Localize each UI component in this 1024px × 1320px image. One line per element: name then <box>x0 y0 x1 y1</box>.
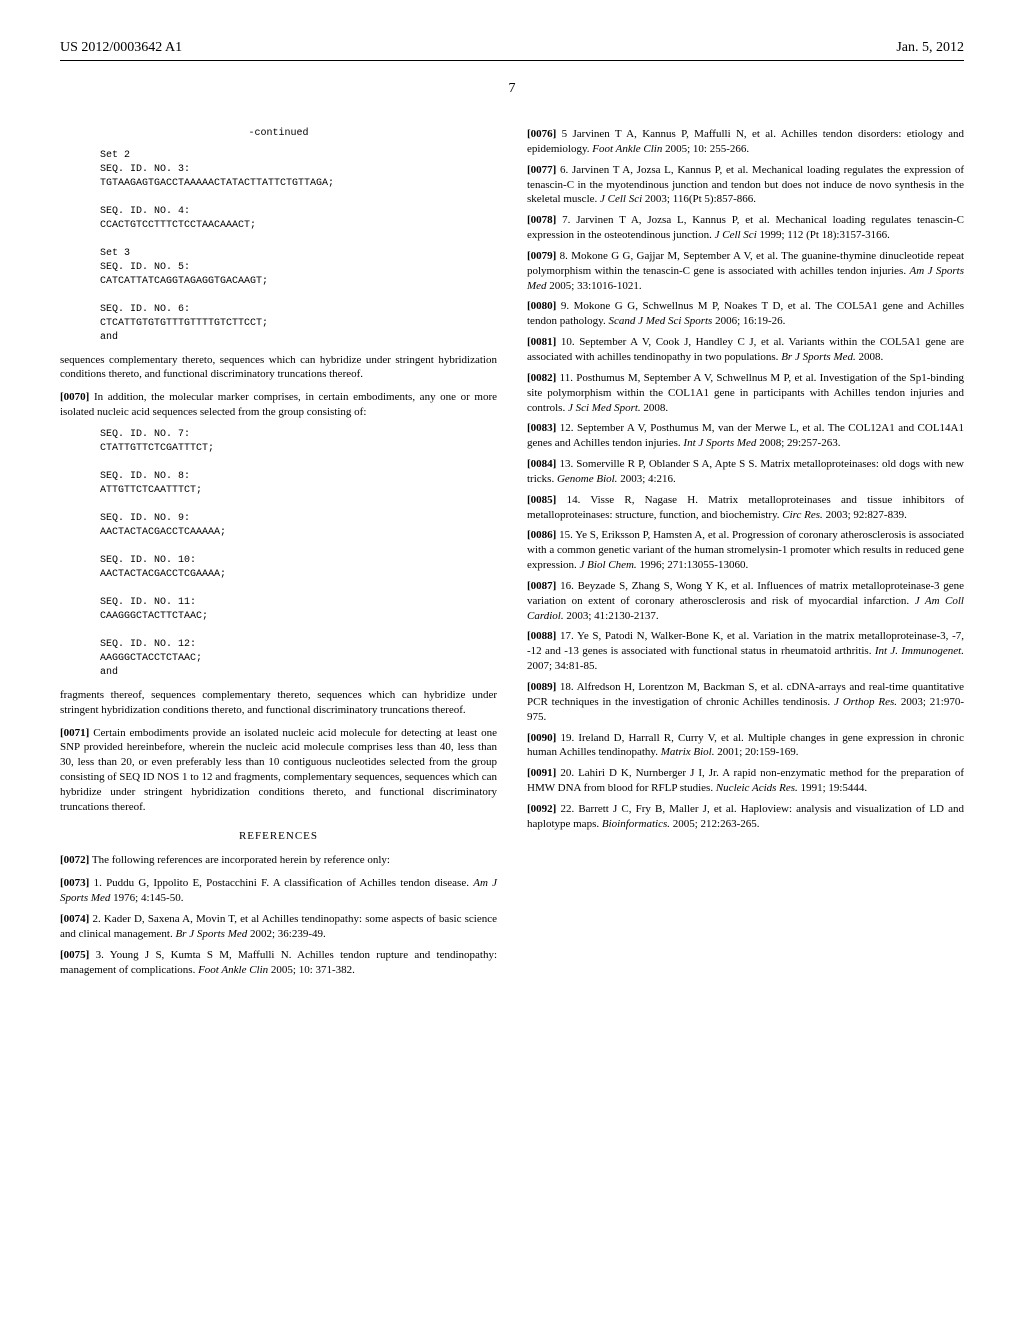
ref-0075: [0075] 3. Young J S, Kumta S M, Maffulli… <box>60 948 497 978</box>
ref-0074: [0074] 2. Kader D, Saxena A, Movin T, et… <box>60 912 497 942</box>
para-0070: [0070] In addition, the molecular marker… <box>60 390 497 420</box>
para-fragments: fragments thereof, sequences complementa… <box>60 688 497 718</box>
ref-0086: [0086] 15. Ye S, Eriksson P, Hamsten A, … <box>527 528 964 573</box>
pub-date: Jan. 5, 2012 <box>896 40 964 56</box>
ref-0078: [0078] 7. Jarvinen T A, Jozsa L, Kannus … <box>527 213 964 243</box>
page-number: 7 <box>60 81 964 97</box>
para-num: [0071] <box>60 727 89 739</box>
ref-0092: [0092] 22. Barrett J C, Fry B, Maller J,… <box>527 802 964 832</box>
continued-label: -continued <box>60 127 497 141</box>
ref-0080: [0080] 9. Mokone G G, Schwellnus M P, No… <box>527 299 964 329</box>
seq-block-set2: Set 2 SEQ. ID. NO. 3: TGTAAGAGTGACCTAAAA… <box>100 149 497 345</box>
ref-0088: [0088] 17. Ye S, Patodi N, Walker-Bone K… <box>527 629 964 674</box>
ref-0084: [0084] 13. Somerville R P, Oblander S A,… <box>527 457 964 487</box>
ref-0085: [0085] 14. Visse R, Nagase H. Matrix met… <box>527 493 964 523</box>
para-num: [0072] <box>60 854 89 866</box>
ref-0091: [0091] 20. Lahiri D K, Nurnberger J I, J… <box>527 766 964 796</box>
ref-0081: [0081] 10. September A V, Cook J, Handle… <box>527 335 964 365</box>
para-0071: [0071] Certain embodiments provide an is… <box>60 726 497 815</box>
right-column: [0076] 5 Jarvinen T A, Kannus P, Maffull… <box>527 127 964 983</box>
ref-0087: [0087] 16. Beyzade S, Zhang S, Wong Y K,… <box>527 579 964 624</box>
ref-0077: [0077] 6. Jarvinen T A, Jozsa L, Kannus … <box>527 163 964 208</box>
ref-0082: [0082] 11. Posthumus M, September A V, S… <box>527 371 964 416</box>
pub-number: US 2012/0003642 A1 <box>60 40 182 56</box>
ref-0076: [0076] 5 Jarvinen T A, Kannus P, Maffull… <box>527 127 964 157</box>
ref-0083: [0083] 12. September A V, Posthumus M, v… <box>527 421 964 451</box>
ref-0090: [0090] 19. Ireland D, Harrall R, Curry V… <box>527 731 964 761</box>
ref-0089: [0089] 18. Alfredson H, Lorentzon M, Bac… <box>527 680 964 725</box>
para-0072: [0072] The following references are inco… <box>60 853 497 868</box>
para-complementary: sequences complementary thereto, sequenc… <box>60 353 497 383</box>
seq-block-7-12: SEQ. ID. NO. 7: CTATTGTTCTCGATTTCT; SEQ.… <box>100 428 497 680</box>
ref-0079: [0079] 8. Mokone G G, Gajjar M, Septembe… <box>527 249 964 294</box>
ref-0073: [0073] 1. Puddu G, Ippolito E, Postacchi… <box>60 876 497 906</box>
references-heading: REFERENCES <box>60 829 497 844</box>
page-header: US 2012/0003642 A1 Jan. 5, 2012 <box>60 40 964 61</box>
para-num: [0070] <box>60 391 89 403</box>
content-columns: -continued Set 2 SEQ. ID. NO. 3: TGTAAGA… <box>60 127 964 983</box>
left-column: -continued Set 2 SEQ. ID. NO. 3: TGTAAGA… <box>60 127 497 983</box>
